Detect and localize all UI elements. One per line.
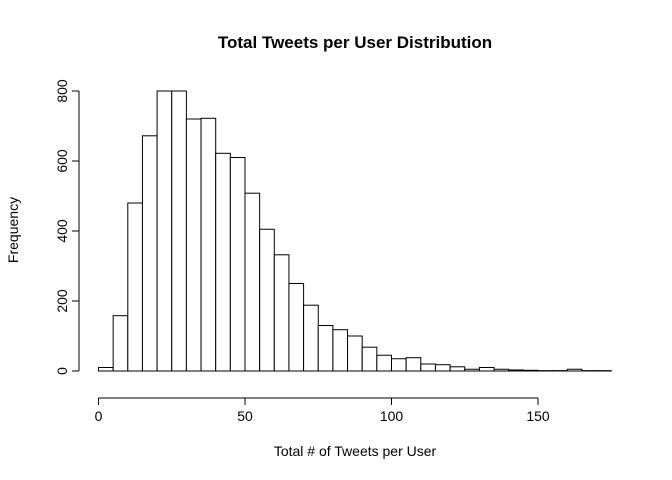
y-tick-label: 200 [54, 289, 70, 313]
histogram-bar [317, 325, 334, 372]
histogram-bar [185, 118, 202, 372]
histogram-bar [141, 135, 158, 372]
histogram-bar [215, 152, 231, 372]
y-tick-label: 800 [54, 79, 70, 103]
chart-title: Total Tweets per User Distribution [218, 33, 492, 52]
histogram-bar [522, 369, 539, 372]
histogram-bar [434, 364, 451, 372]
y-tick-label: 600 [54, 149, 70, 173]
histogram-bar [288, 283, 305, 372]
histogram-bar [200, 117, 217, 372]
y-axis-label: Frequency [5, 197, 21, 263]
y-axis: 0 200 400 600 800 [54, 79, 80, 375]
histogram-bar [449, 366, 466, 372]
y-tick-label: 0 [54, 367, 70, 375]
histogram-bar [508, 369, 524, 372]
bars-group [98, 90, 612, 372]
y-tick-label: 400 [54, 219, 70, 243]
histogram-bar [127, 202, 143, 372]
histogram-bar [171, 90, 187, 372]
x-tick-label: 0 [95, 408, 103, 424]
histogram-bar [98, 367, 114, 372]
histogram-bar [259, 228, 275, 372]
histogram-bar [420, 363, 436, 372]
histogram-bar [332, 329, 349, 372]
x-tick-label: 100 [380, 408, 404, 424]
histogram-bar [376, 354, 393, 372]
histogram-bar [405, 357, 422, 372]
histogram-bar [493, 368, 510, 372]
histogram-bar [478, 367, 495, 372]
histogram-bar [303, 304, 319, 372]
histogram-bar [156, 90, 173, 372]
x-axis-label: Total # of Tweets per User [274, 443, 437, 459]
histogram-bar [566, 368, 583, 372]
histogram-bar [273, 254, 290, 372]
histogram-bar [391, 358, 407, 372]
histogram-bar [347, 335, 363, 372]
histogram-bar [112, 315, 129, 372]
histogram-bar [464, 368, 480, 372]
histogram-bar [229, 157, 246, 372]
x-tick-label: 50 [237, 408, 253, 424]
histogram-bar [244, 192, 261, 372]
histogram-bar [361, 346, 378, 372]
x-tick-label: 150 [526, 408, 550, 424]
x-axis: 0 50 100 150 [95, 397, 550, 424]
